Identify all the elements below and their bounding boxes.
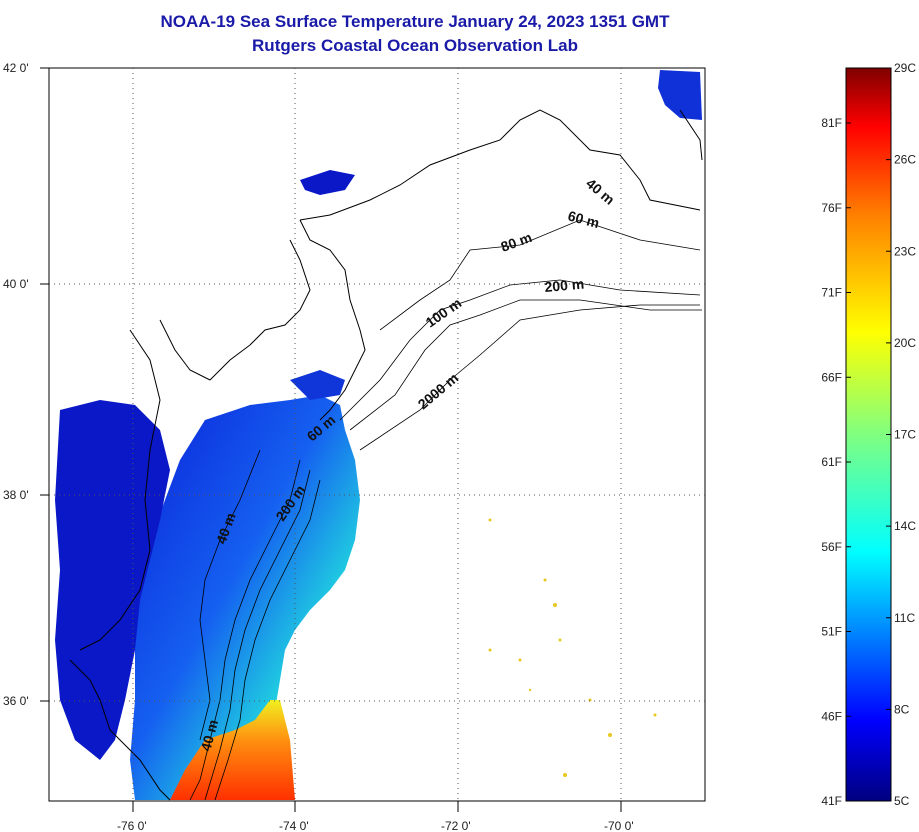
lon-label: -74 0': [279, 819, 309, 832]
map-subtitle: Rutgers Coastal Ocean Observation Lab: [252, 36, 578, 55]
colorbar-celsius-label: 23C: [894, 244, 916, 258]
colorbar-fahrenheit-label: 41F: [821, 794, 842, 808]
contour-label: 40 m: [197, 718, 221, 753]
sst-field: [55, 70, 702, 800]
contour-label: 200 m: [544, 276, 585, 295]
colorbar-fahrenheit-label: 56F: [821, 540, 842, 554]
colorbar-fahrenheit-labels: 81F 76F 71F 66F 61F 56F 51F 46F 41F: [821, 116, 851, 808]
lat-label: 38 0': [3, 488, 29, 502]
colorbar-celsius-label: 5C: [894, 794, 910, 808]
colorbar-fahrenheit-label: 66F: [821, 370, 842, 384]
colorbar-fahrenheit-label: 51F: [821, 625, 842, 639]
colorbar-celsius-label: 8C: [894, 702, 910, 716]
lon-label: -72 0': [441, 819, 471, 832]
lat-label: 42 0': [3, 61, 29, 75]
lon-label: -70 0': [604, 819, 634, 832]
colorbar-celsius-label: 20C: [894, 336, 916, 350]
colorbar: [845, 67, 892, 802]
colorbar-celsius-label: 29C: [894, 61, 916, 75]
colorbar-fahrenheit-label: 61F: [821, 455, 842, 469]
colorbar-celsius-labels: 29C 26C 23C 20C 17C 14C 11C 8C 5C: [886, 61, 916, 808]
graticule: [49, 68, 705, 801]
lon-label: -76 0': [117, 819, 147, 832]
colorbar-fahrenheit-label: 81F: [821, 116, 842, 130]
coastline: [69, 109, 703, 801]
map-title: NOAA-19 Sea Surface Temperature January …: [160, 12, 670, 31]
colorbar-fahrenheit-label: 46F: [821, 709, 842, 723]
colorbar-celsius-label: 14C: [894, 519, 916, 533]
colorbar-celsius-label: 26C: [894, 153, 916, 167]
colorbar-celsius-label: 17C: [894, 428, 916, 442]
contour-label: 60 m: [566, 207, 601, 231]
colorbar-fahrenheit-label: 71F: [821, 286, 842, 300]
lat-label: 36 0': [3, 694, 29, 708]
bathymetry-contours: [189, 219, 702, 801]
colorbar-fahrenheit-label: 76F: [821, 201, 842, 215]
lat-label: 40 0': [3, 277, 29, 291]
colorbar-celsius-label: 11C: [894, 611, 915, 625]
axis-ticks: [40, 67, 622, 812]
